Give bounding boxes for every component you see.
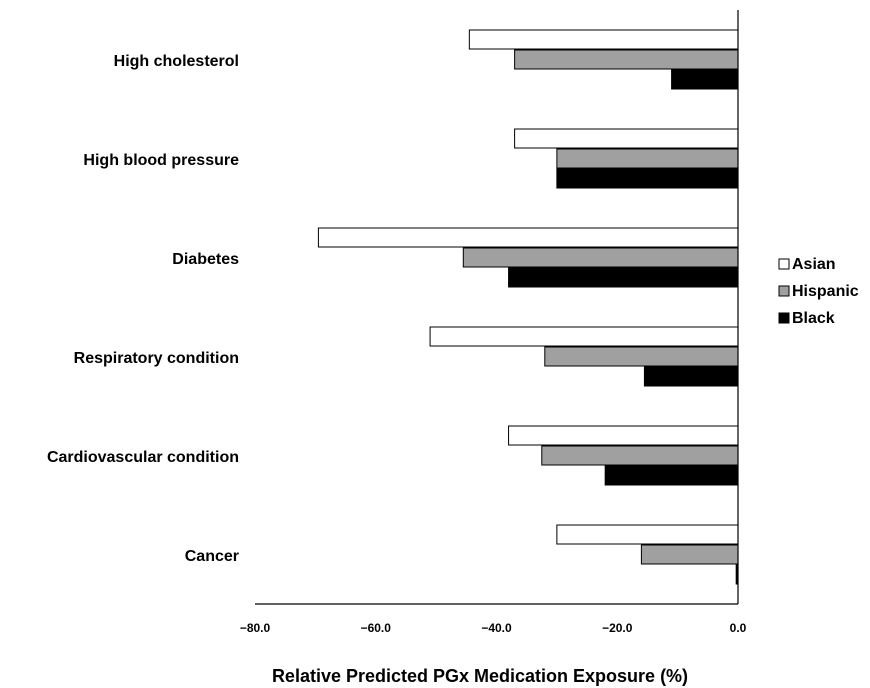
bar-hispanic-1 <box>556 148 739 169</box>
x-axis-ticks: −80.0 −60.0 −40.0 −20.0 0.0 <box>240 621 747 635</box>
legend-label-asian: Asian <box>792 256 836 273</box>
category-label: High blood pressure <box>83 152 239 169</box>
bar-asian-3 <box>429 326 739 347</box>
category-label: Cardiovascular condition <box>47 449 239 466</box>
category-label: Diabetes <box>172 251 239 268</box>
bar-black-4 <box>604 465 739 486</box>
bar-asian-1 <box>514 128 739 149</box>
category-labels: High cholesterol High blood pressure Diabe… <box>47 53 239 565</box>
legend-swatch-black <box>778 312 790 324</box>
x-tick-label: −20.0 <box>602 621 633 635</box>
category-label: Respiratory condition <box>74 350 239 367</box>
category-label: Cancer <box>185 548 239 565</box>
x-tick-label: −80.0 <box>240 621 271 635</box>
bar-asian-2 <box>317 227 739 248</box>
bar-black-2 <box>508 267 739 288</box>
legend: Asian Hispanic Black <box>778 256 859 327</box>
x-tick-label: 0.0 <box>730 621 747 635</box>
bar-black-0 <box>671 69 739 90</box>
bar-asian-4 <box>508 425 739 446</box>
bar-black-1 <box>556 168 739 189</box>
bar-hispanic-0 <box>514 49 739 70</box>
bar-hispanic-3 <box>544 346 739 367</box>
bar-asian-0 <box>468 29 739 50</box>
legend-swatch-asian <box>778 258 790 270</box>
bar-hispanic-4 <box>541 445 739 466</box>
bars-group <box>317 29 739 585</box>
bar-asian-5 <box>556 524 739 545</box>
legend-label-black: Black <box>792 310 835 327</box>
bar-hispanic-2 <box>462 247 739 268</box>
legend-swatch-hispanic <box>778 285 790 297</box>
x-tick-label: −60.0 <box>361 621 392 635</box>
x-axis-title: Relative Predicted PGx Medication Exposu… <box>272 666 688 686</box>
legend-label-hispanic: Hispanic <box>792 283 859 300</box>
x-tick-label: −40.0 <box>481 621 512 635</box>
category-label: High cholesterol <box>114 53 239 70</box>
bar-black-3 <box>643 366 739 387</box>
bar-hispanic-5 <box>640 544 739 565</box>
